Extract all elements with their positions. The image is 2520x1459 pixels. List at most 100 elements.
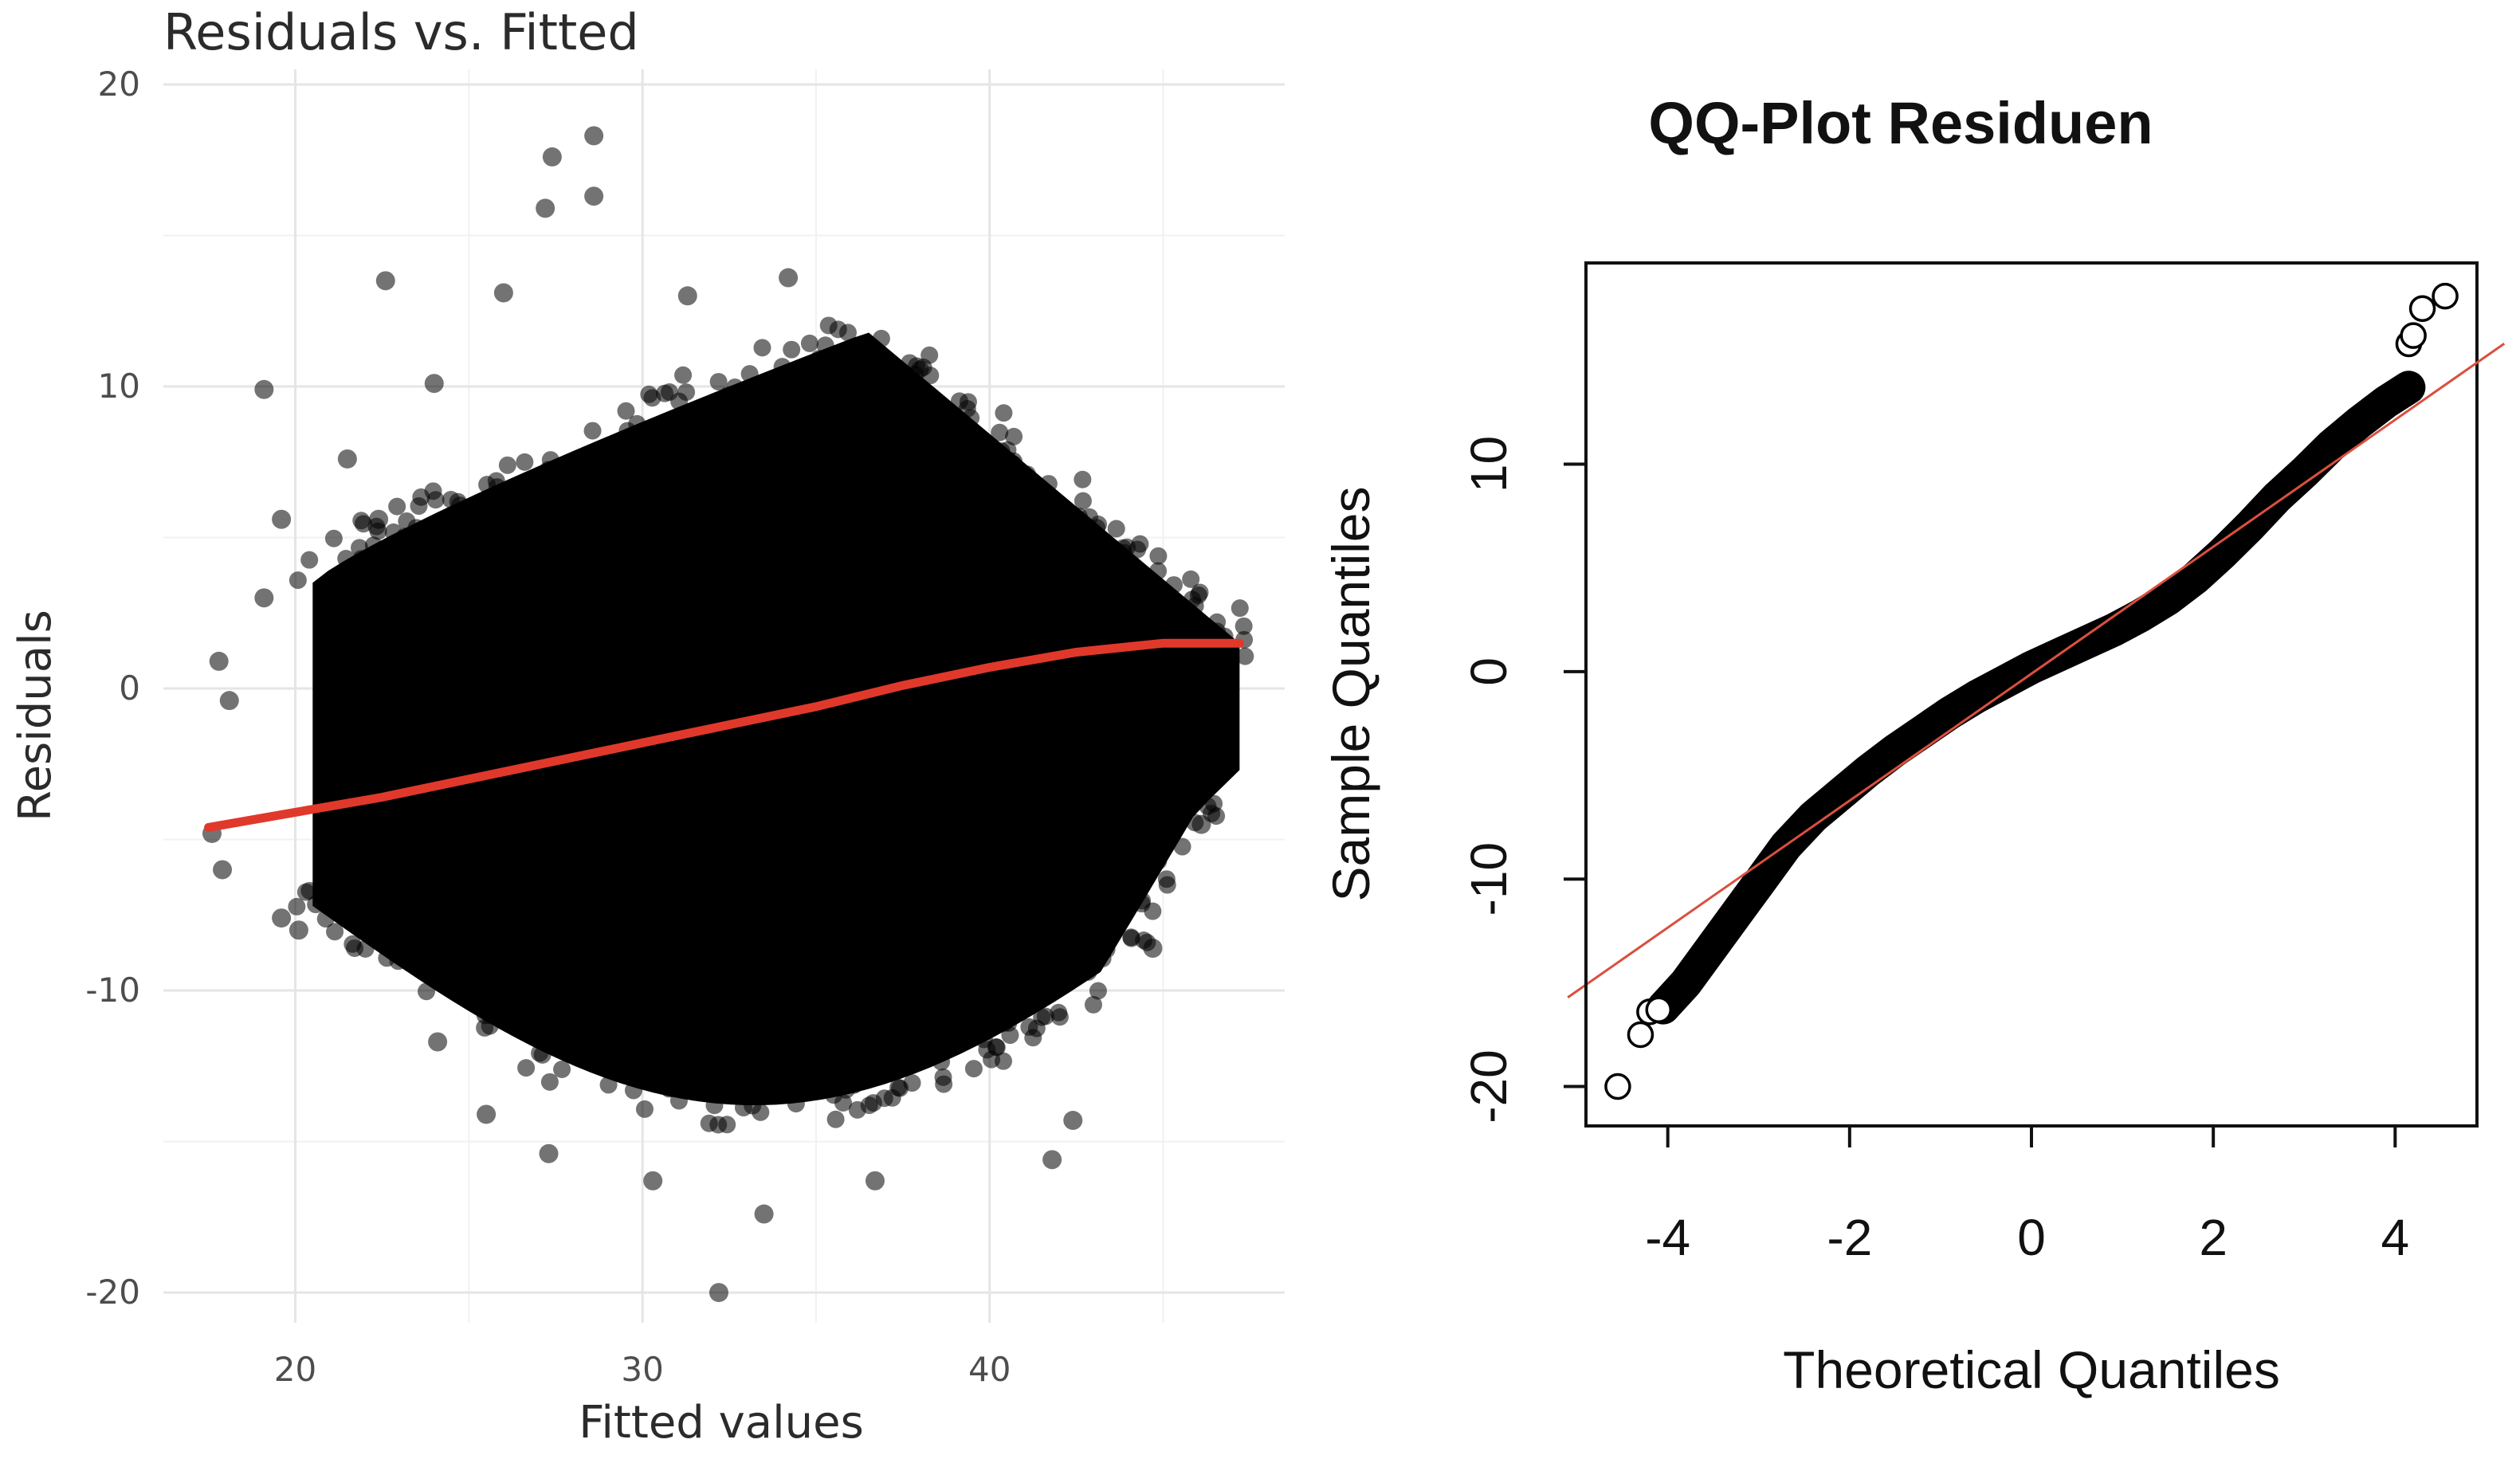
rvf-point [345,939,363,957]
rvf-point [718,1116,736,1134]
rvf-point [337,449,357,469]
rvf-point [1234,617,1253,635]
qq-x-tick-label: 2 [2199,1209,2228,1266]
rvf-point [999,1014,1018,1032]
rvf-point [1122,928,1140,947]
rvf-point [1084,995,1102,1014]
rvf-point [951,1030,969,1049]
rvf-point [773,358,791,376]
rvf-point [584,186,604,206]
rvf-point [219,691,239,711]
rvf-smooth-line [204,638,1244,832]
rvf-point [388,497,406,516]
rvf-point [1149,852,1168,870]
rvf-point [991,423,1009,441]
qq-y-tick-label: 0 [1460,657,1517,686]
rvf-point [684,411,702,429]
rvf-point [346,916,364,934]
rvf-point [1057,502,1075,520]
rvf-point [720,406,738,425]
rvf-point [857,339,875,358]
rvf-point [553,1061,571,1079]
rvf-point [1024,1029,1042,1047]
rvf-point [740,365,759,383]
rvf-point [599,1076,618,1094]
rvf-x-tick-label: 40 [968,1350,1011,1389]
rvf-point [1158,876,1176,894]
rvf-point [845,1076,863,1094]
rvf-point [700,1114,718,1132]
rvf-point [1089,516,1108,534]
rvf-point [1236,647,1254,665]
rvf-point [709,373,728,391]
rvf-point [779,268,799,288]
rvf-point [1149,562,1168,580]
rvf-point [377,923,395,941]
rvf-point [825,1086,843,1104]
rvf-point [316,910,335,928]
rvf-point [889,1047,907,1065]
rvf-point [935,1075,953,1093]
rvf-point [816,336,834,355]
rvf-point [407,519,426,537]
rvf-point [1173,837,1191,856]
rvf-point [1183,590,1201,609]
rvf-point [903,1074,921,1092]
qq-x-axis: -4 -2 0 2 4 [1645,1124,2409,1266]
rvf-point [810,350,828,368]
rvf-x-tick-label: 30 [621,1350,663,1389]
rvf-point [1089,982,1107,1000]
rvf-x-tick-label: 20 [274,1350,316,1389]
rvf-point [725,1084,744,1103]
qq-point [1645,996,1673,1023]
rvf-point [404,942,422,960]
rvf-point [343,564,361,582]
rvf-point [1039,475,1058,493]
rvf-point [389,952,407,971]
rvf-point [1063,1111,1083,1131]
rvf-point [950,392,968,410]
rvf-point [424,950,442,968]
rvf-point [516,453,534,471]
qq-x-tick-label: 0 [2017,1209,2046,1266]
rvf-point [995,404,1013,422]
rvf-point [1115,543,1133,562]
rvf-point [424,482,442,500]
rvf-point [752,1103,770,1121]
qq-point [2432,282,2459,310]
rvf-point [324,529,343,547]
rvf-point [575,449,593,468]
rvf-point [493,283,513,303]
rvf-point [1050,1008,1069,1026]
rvf-point [921,367,940,385]
rvf-point [352,512,371,530]
rvf-point [674,366,693,384]
rvf-point [860,1096,878,1115]
rvf-point [635,1100,654,1118]
rvf-point [956,436,974,454]
rvf-point [539,1143,559,1163]
rvf-point [307,896,325,914]
rvf-point [517,1059,536,1077]
rvf-point [753,339,771,357]
rvf-y-label: Residuals [10,610,61,822]
rvf-point [660,1080,678,1098]
rvf-point [375,271,395,291]
rvf-point [1074,470,1092,488]
rvf-point [1031,489,1050,508]
rvf-point [1074,492,1092,510]
qq-y-axis: -20 -10 0 10 [1460,436,1588,1124]
qq-point [1627,1021,1654,1049]
rvf-point [516,477,535,496]
rvf-y-tick-label: 20 [98,65,140,104]
qq-x-tick-label: -4 [1645,1209,1690,1266]
qq-x-tick-label: -2 [1827,1209,1872,1266]
rvf-point [326,923,344,941]
rvf-point [908,388,926,406]
rvf-point [289,571,307,590]
rvf-point [616,1061,634,1080]
rvf-point [811,1077,830,1095]
qq-points [1604,282,2459,1100]
rvf-point [379,547,397,566]
